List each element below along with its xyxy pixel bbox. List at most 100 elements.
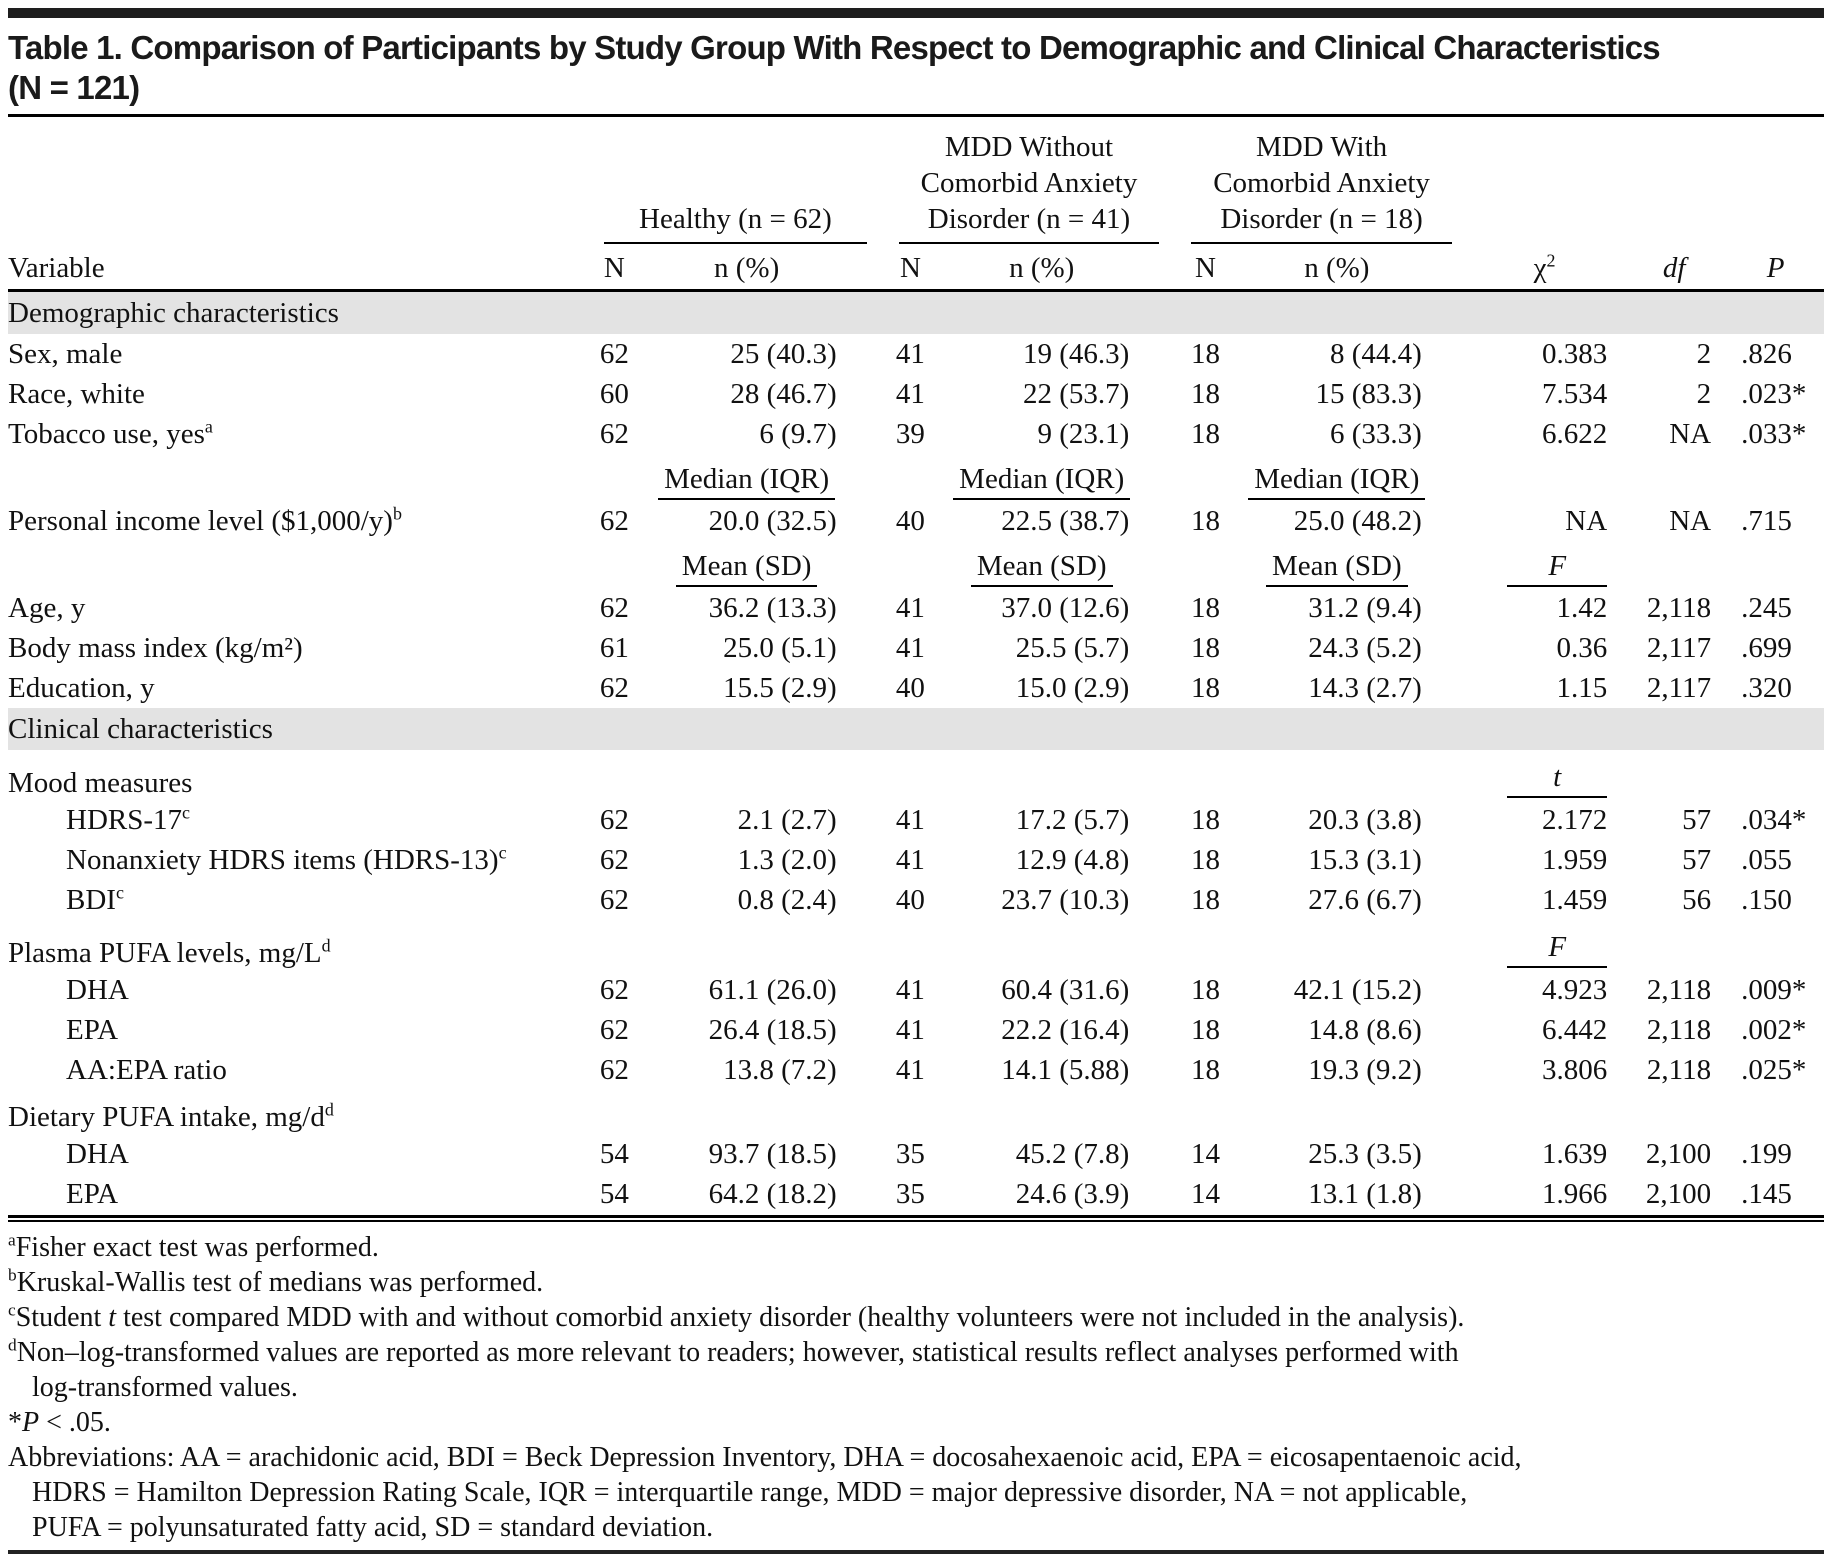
empty-cell [1175,454,1236,501]
n-cell: 60 [599,378,629,410]
n-pct-cell: 20.3 (3.8) [1308,804,1422,836]
section-row: Clinical characteristics [8,708,1824,750]
stat-head: F [1507,932,1608,968]
variable-cell: DHA [66,974,129,1006]
measure-head-cell: Median (IQR) [641,454,883,501]
empty-cell [588,1090,640,1134]
n-pct-cell: 61.1 (26.0) [708,974,837,1006]
n-pct-cell: 2.1 (2.7) [737,804,837,836]
variable-cell: Plasma PUFA levels, mg/Ld [8,935,331,969]
df-cell: 57 [1682,844,1712,876]
variable-cell: Mood measures [8,767,193,799]
col-header-n: N [1175,244,1236,292]
n-pct-cell: 28 (46.7) [730,378,837,410]
col-header-npct: n (%) [1235,244,1468,292]
empty-cell [1621,920,1727,970]
measure-head: Mean (SD) [1265,551,1408,587]
n-pct-cell: 19.3 (9.2) [1308,1054,1422,1086]
n-pct-cell: 15.5 (2.9) [723,672,837,704]
df-cell: 2,118 [1646,592,1712,624]
empty-cell [1175,750,1236,800]
variable-group-row: Dietary PUFA intake, mg/dd [8,1090,1824,1134]
n-cell: 39 [895,418,925,450]
n-pct-cell: 6 (9.7) [759,418,837,450]
n-cell: 41 [895,1014,925,1046]
empty-cell [588,454,640,501]
group-header-row: Healthy (n = 62) MDD Without Comorbid An… [8,117,1824,244]
measure-head-cell: Mean (SD) [1236,541,1468,588]
variable-cell: HDRS-17c [66,802,190,836]
n-pct-cell: 27.6 (6.7) [1308,884,1422,916]
p-cell: .009* [1741,974,1807,1006]
variable-group-row: Plasma PUFA levels, mg/Ld F [8,920,1824,970]
measure-head: Mean (SD) [675,551,818,587]
n-pct-cell: 6 (33.3) [1330,418,1422,450]
p-cell: .002* [1741,1014,1807,1046]
table-row: Nonanxiety HDRS items (HDRS-13)c 62 1.3 (2… [8,840,1824,880]
group-header-mdd-with-label: MDD With Comorbid Anxiety Disorder (n = … [1191,129,1452,244]
measure-head-cell: Median (IQR) [938,454,1175,501]
footnote-marker: b [392,503,402,524]
stat-head-cell: t [1468,750,1621,800]
variable-cell: Nonanxiety HDRS items (HDRS-13)c [66,842,507,876]
stat-head-cell [1468,454,1621,501]
n-cell: 41 [895,804,925,836]
n-pct-cell: 24.6 (3.9) [1015,1178,1130,1210]
footnote-marker: d [324,1099,334,1120]
empty-cell [883,750,938,800]
n-cell: 41 [895,1054,925,1086]
table-bottom-double-rule [8,1215,1824,1222]
n-cell: 62 [599,418,629,450]
n-cell: 62 [599,804,629,836]
p-cell: .033* [1741,418,1807,450]
comparison-table: Healthy (n = 62) MDD Without Comorbid An… [8,117,1824,1214]
n-pct-cell: 14.8 (8.6) [1308,1014,1422,1046]
n-pct-cell: 1.3 (2.0) [737,844,837,876]
variable-cell: Education, y [8,672,155,704]
measure-head-cell: Median (IQR) [1236,454,1468,501]
table-row: Tobacco use, yesa 62 6 (9.7) 39 9 (23.1) 18 6 … [8,414,1824,454]
n-cell: 18 [1191,844,1221,876]
stat-head-cell: F [1468,920,1621,970]
n-pct-cell: 42.1 (15.2) [1293,974,1422,1006]
empty-cell [1236,750,1468,800]
measure-head: Mean (SD) [970,551,1113,587]
n-pct-cell: 93.7 (18.5) [708,1138,837,1170]
col-header-p: P [1727,244,1824,292]
variable-cell: Race, white [8,378,145,410]
table-row: Body mass index (kg/m²) 61 25.0 (5.1) 41 25.… [8,628,1824,668]
n-cell: 18 [1191,505,1221,537]
p-cell: .245 [1741,592,1792,624]
stat-cell: 1.959 [1541,844,1608,876]
variable-cell: Tobacco use, yesa [8,416,213,450]
df-cell: 2,100 [1645,1138,1712,1170]
stat-cell: NA [1565,505,1608,537]
n-pct-cell: 60.4 (31.6) [1001,974,1130,1006]
measure-head-cell: Mean (SD) [641,541,883,588]
variable-cell: EPA [66,1014,119,1046]
footnote-marker: b [8,1265,17,1285]
variable-cell: Dietary PUFA intake, mg/dd [8,1099,334,1133]
table-row: EPA 54 64.2 (18.2) 35 24.6 (3.9) 14 13.1 (1.8)… [8,1174,1824,1214]
stat-cell: 1.15 [1556,672,1608,704]
col-header-n: N [882,244,939,292]
footnote-marker: c [115,882,124,903]
col-header-df: df [1621,244,1728,292]
stat-cell: 6.442 [1541,1014,1608,1046]
n-pct-cell: 14.1 (5.88) [1001,1054,1130,1086]
footnote: cStudent t test compared MDD with and wi… [8,1300,1465,1333]
section-label: Clinical characteristics [8,708,1824,750]
empty-cell [938,920,1175,970]
col-header-npct: n (%) [938,244,1176,292]
empty-cell [1621,454,1727,501]
p-cell: .055 [1741,844,1792,876]
col-header-chi-square: χ2 [1467,244,1622,292]
n-cell: 40 [895,884,925,916]
df-cell: 2 [1696,378,1712,410]
df-cell: 2,118 [1646,1054,1712,1086]
group-header-spacer [8,117,588,244]
n-cell: 54 [599,1178,629,1210]
p-cell: .150 [1741,884,1792,916]
empty-cell [1621,750,1727,800]
n-cell: 62 [599,974,629,1006]
